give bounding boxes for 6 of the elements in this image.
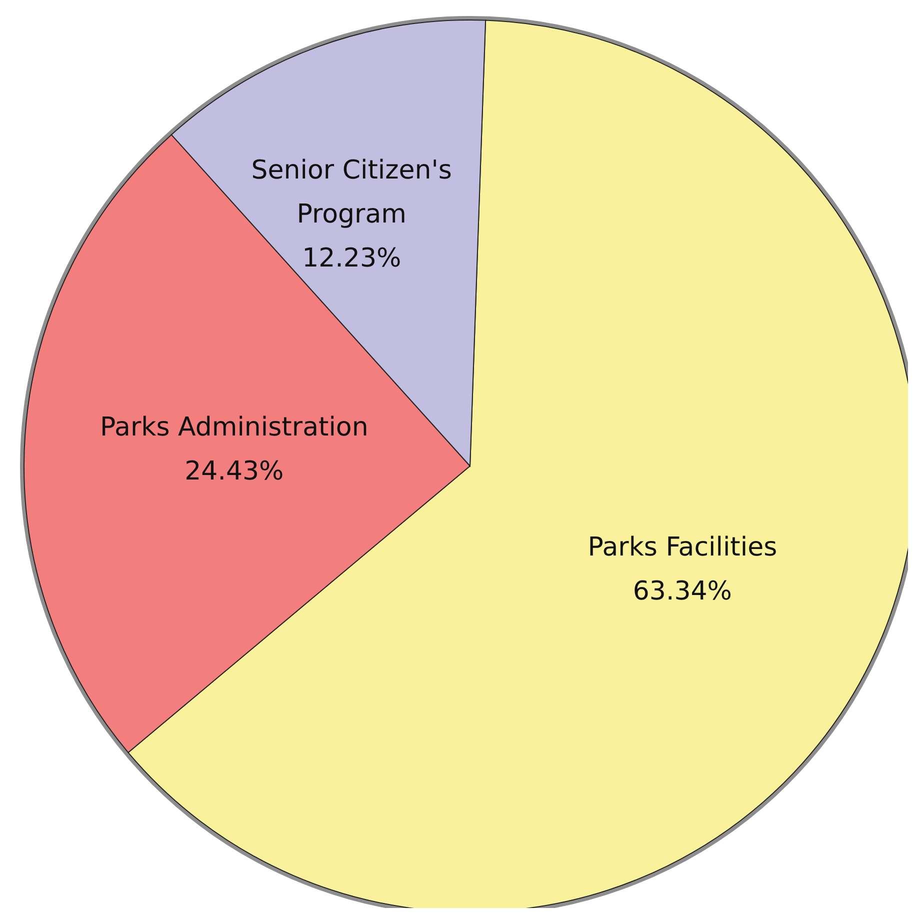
data-label: 12.23% [302, 244, 402, 274]
slice-label: Senior Citizen's Program [251, 156, 452, 230]
slice-label: Parks Administration [100, 412, 368, 443]
data-label: 63.34% [632, 576, 732, 607]
data-label: 24.43% [184, 456, 284, 487]
slice-label: Parks Facilities [588, 532, 778, 563]
